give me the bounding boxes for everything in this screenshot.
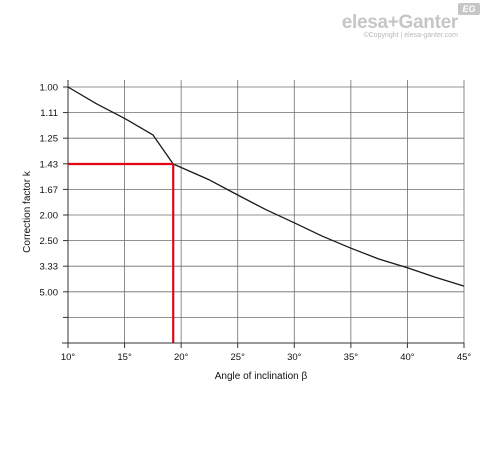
x-tick-label: 20°	[174, 352, 189, 363]
series-line	[67, 86, 465, 287]
axes	[62, 80, 465, 348]
y-tick-label: 2.50	[40, 236, 59, 247]
y-tick-label: 1.43	[40, 159, 59, 170]
y-tick-label: 1.25	[40, 134, 59, 145]
series-curve	[67, 86, 465, 287]
x-tick-labels: 10° 15° 20° 25° 30° 35° 40° 45°	[61, 352, 472, 363]
x-tick-label: 10°	[61, 352, 76, 363]
y-tick-labels: 1.00 1.11 1.25 1.43 1.67 2.00 2.50 3.33 5.00	[40, 83, 59, 299]
x-tick-label: 35°	[344, 352, 359, 363]
y-tick-label: 1.11	[40, 108, 58, 119]
copyright-text: ©Copyright | elesa-ganter.com	[363, 32, 458, 39]
logo-badge: EG	[458, 3, 480, 15]
y-tick-label: 2.00	[40, 211, 59, 222]
x-tick-label: 40°	[400, 352, 415, 363]
x-tick-label: 30°	[287, 352, 302, 363]
highlight-lines	[68, 162, 175, 343]
grid	[67, 80, 465, 344]
x-tick-label: 15°	[117, 352, 132, 363]
logo-wordmark: elesa+Ganter	[341, 12, 459, 33]
y-tick-label: 5.00	[40, 287, 59, 298]
x-tick-label: 45°	[457, 352, 472, 363]
y-tick-label: 3.33	[40, 262, 59, 273]
y-axis-label: Correction factor k	[22, 170, 33, 253]
y-tick-label: 1.67	[40, 185, 59, 196]
x-tick-label: 25°	[231, 352, 246, 363]
x-axis-label: Angle of inclination β	[215, 371, 308, 382]
brand-logo: EG elesa+Ganter ©Copyright | elesa-gante…	[341, 3, 480, 39]
y-tick-label: 1.00	[40, 83, 59, 94]
